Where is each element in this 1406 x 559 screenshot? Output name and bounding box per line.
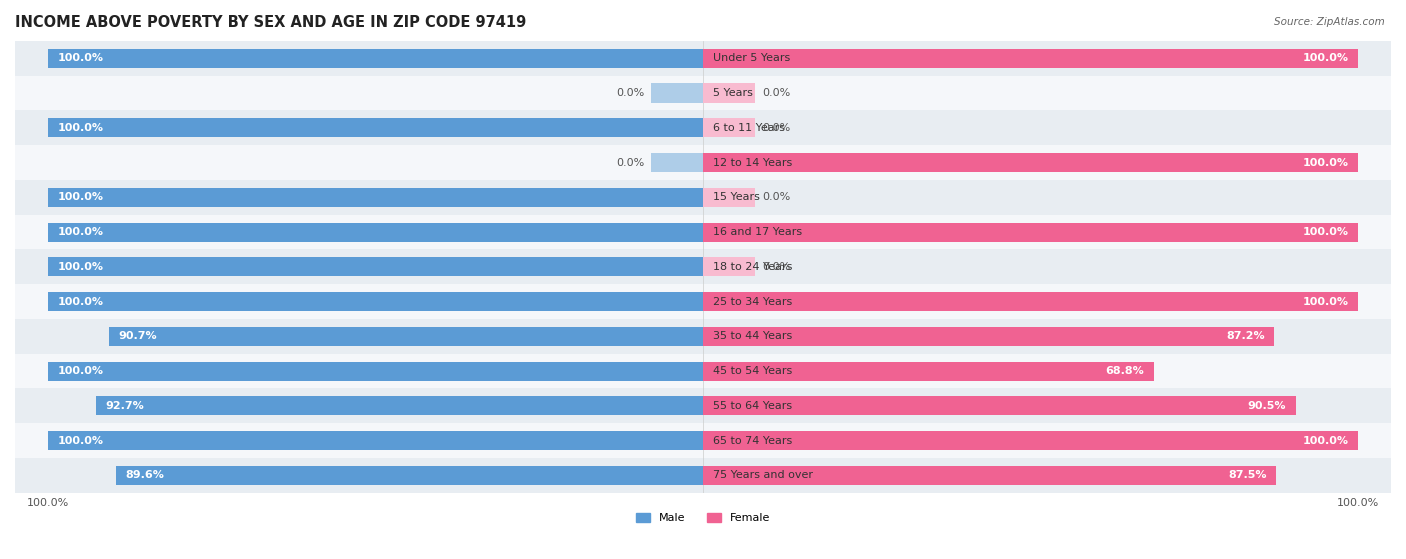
Bar — [15, 389, 1391, 423]
Bar — [703, 153, 1358, 172]
Bar — [15, 354, 1391, 389]
Bar — [15, 75, 1391, 111]
Bar — [703, 362, 1154, 381]
Text: 35 to 44 Years: 35 to 44 Years — [713, 331, 792, 342]
Bar — [15, 180, 1391, 215]
Text: 100.0%: 100.0% — [1302, 435, 1348, 446]
Text: 100.0%: 100.0% — [58, 262, 104, 272]
Text: 75 Years and over: 75 Years and over — [713, 470, 813, 480]
Text: 100.0%: 100.0% — [58, 123, 104, 133]
Text: 0.0%: 0.0% — [762, 123, 790, 133]
Bar — [703, 83, 755, 103]
Bar — [96, 396, 703, 415]
Text: 89.6%: 89.6% — [125, 470, 165, 480]
Bar — [703, 431, 1358, 450]
Text: 15 Years: 15 Years — [713, 192, 759, 202]
Text: 87.5%: 87.5% — [1227, 470, 1267, 480]
Text: 65 to 74 Years: 65 to 74 Years — [713, 435, 792, 446]
Bar — [703, 292, 1358, 311]
Text: 87.2%: 87.2% — [1226, 331, 1264, 342]
Bar — [48, 188, 703, 207]
Text: 16 and 17 Years: 16 and 17 Years — [713, 227, 801, 237]
Text: 5 Years: 5 Years — [713, 88, 752, 98]
Text: Under 5 Years: Under 5 Years — [713, 53, 790, 63]
Bar — [15, 458, 1391, 493]
Bar — [48, 431, 703, 450]
Text: 6 to 11 Years: 6 to 11 Years — [713, 123, 785, 133]
Bar — [15, 423, 1391, 458]
Text: 18 to 24 Years: 18 to 24 Years — [713, 262, 792, 272]
Bar — [48, 362, 703, 381]
Bar — [48, 49, 703, 68]
Legend: Male, Female: Male, Female — [637, 513, 769, 523]
Bar — [703, 49, 1358, 68]
Bar — [48, 257, 703, 276]
Bar — [703, 188, 755, 207]
Bar — [703, 119, 755, 138]
Bar — [15, 41, 1391, 75]
Bar — [651, 83, 703, 103]
Text: 100.0%: 100.0% — [58, 227, 104, 237]
Text: 90.5%: 90.5% — [1247, 401, 1286, 411]
Text: 90.7%: 90.7% — [118, 331, 157, 342]
Text: 100.0%: 100.0% — [1302, 158, 1348, 168]
Bar — [703, 327, 1274, 346]
Bar — [108, 327, 703, 346]
Bar — [703, 257, 755, 276]
Text: 25 to 34 Years: 25 to 34 Years — [713, 297, 792, 306]
Bar — [115, 466, 703, 485]
Bar — [15, 284, 1391, 319]
Text: 100.0%: 100.0% — [58, 366, 104, 376]
Text: 45 to 54 Years: 45 to 54 Years — [713, 366, 792, 376]
Text: 100.0%: 100.0% — [58, 192, 104, 202]
Text: 0.0%: 0.0% — [616, 158, 644, 168]
Text: INCOME ABOVE POVERTY BY SEX AND AGE IN ZIP CODE 97419: INCOME ABOVE POVERTY BY SEX AND AGE IN Z… — [15, 15, 526, 30]
Text: 92.7%: 92.7% — [105, 401, 145, 411]
Text: Source: ZipAtlas.com: Source: ZipAtlas.com — [1274, 17, 1385, 27]
Text: 100.0%: 100.0% — [1302, 297, 1348, 306]
Bar — [15, 249, 1391, 284]
Text: 0.0%: 0.0% — [616, 88, 644, 98]
Text: 55 to 64 Years: 55 to 64 Years — [713, 401, 792, 411]
Text: 0.0%: 0.0% — [762, 192, 790, 202]
Text: 100.0%: 100.0% — [58, 435, 104, 446]
Bar — [48, 222, 703, 241]
Bar — [703, 396, 1296, 415]
Bar — [703, 222, 1358, 241]
Bar — [15, 319, 1391, 354]
Bar — [15, 215, 1391, 249]
Text: 0.0%: 0.0% — [762, 262, 790, 272]
Text: 100.0%: 100.0% — [58, 53, 104, 63]
Text: 100.0%: 100.0% — [58, 297, 104, 306]
Text: 100.0%: 100.0% — [1302, 227, 1348, 237]
Bar — [48, 292, 703, 311]
Text: 100.0%: 100.0% — [1302, 53, 1348, 63]
Text: 68.8%: 68.8% — [1105, 366, 1144, 376]
Bar — [703, 466, 1277, 485]
Text: 12 to 14 Years: 12 to 14 Years — [713, 158, 792, 168]
Bar — [15, 145, 1391, 180]
Bar — [15, 111, 1391, 145]
Bar — [651, 153, 703, 172]
Text: 0.0%: 0.0% — [762, 88, 790, 98]
Bar — [48, 119, 703, 138]
